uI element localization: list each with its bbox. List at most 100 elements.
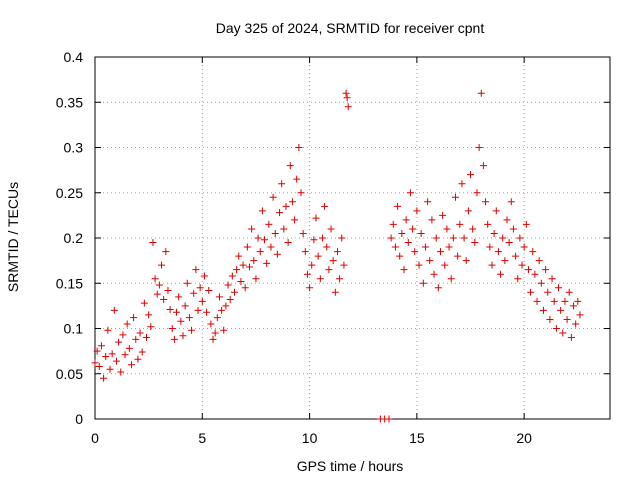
y-tick-label: 0.35: [56, 94, 83, 110]
data-point: [340, 261, 348, 269]
data-point: [542, 266, 550, 274]
data-point: [428, 216, 436, 224]
data-point: [269, 193, 277, 201]
y-tick-label: 0.2: [64, 230, 84, 246]
data-point: [385, 415, 393, 423]
data-point: [228, 272, 236, 280]
data-point: [261, 236, 269, 244]
data-point: [218, 306, 226, 314]
data-point: [535, 257, 543, 265]
data-point: [467, 171, 475, 179]
data-point: [338, 234, 346, 242]
data-point: [400, 266, 408, 274]
data-point: [117, 368, 125, 376]
data-point: [342, 89, 350, 97]
data-point: [209, 335, 217, 343]
data-point: [426, 257, 434, 265]
data-point: [409, 225, 417, 233]
data-point: [327, 225, 335, 233]
data-point: [200, 272, 208, 280]
data-point: [321, 202, 329, 210]
data-point: [572, 320, 580, 328]
data-point: [192, 266, 200, 274]
data-point: [104, 326, 112, 334]
data-point: [449, 234, 457, 242]
data-point: [529, 248, 537, 256]
data-point: [271, 229, 279, 237]
data-point: [230, 288, 238, 296]
data-point: [402, 216, 410, 224]
data-point: [179, 332, 187, 340]
data-point: [153, 290, 161, 298]
data-point: [559, 329, 567, 337]
data-point: [456, 220, 464, 228]
data-point: [520, 243, 528, 251]
data-point: [160, 296, 168, 304]
data-point: [512, 252, 520, 260]
data-point: [505, 239, 513, 247]
data-point: [464, 207, 472, 215]
data-point: [226, 296, 234, 304]
data-point: [411, 248, 419, 256]
data-point: [312, 214, 320, 222]
data-point: [147, 323, 155, 331]
data-point: [198, 297, 206, 305]
x-axis-label: GPS time / hours: [297, 458, 404, 474]
data-point: [248, 225, 256, 233]
axis-ticks: 0 0.05 0.1 0.15 0.2 0.25 0.3 0.35 0.4 0 5 10 15 20: [56, 49, 610, 446]
data-point: [106, 365, 114, 373]
data-point: [115, 338, 123, 346]
data-point: [95, 363, 103, 371]
data-point: [151, 275, 159, 283]
data-point: [565, 288, 573, 296]
data-point: [207, 320, 215, 328]
y-tick-label: 0.1: [64, 321, 84, 337]
data-point: [102, 353, 110, 361]
data-point: [473, 189, 481, 197]
data-point: [452, 193, 459, 201]
data-point: [387, 234, 395, 242]
data-point: [181, 302, 189, 310]
data-point: [323, 243, 331, 251]
data-point: [469, 225, 477, 233]
data-point: [295, 144, 303, 151]
data-point: [325, 266, 333, 274]
data-point: [516, 234, 524, 242]
data-point: [310, 236, 318, 244]
data-point: [439, 211, 447, 219]
data-point: [406, 189, 414, 197]
data-point: [499, 234, 507, 242]
data-point: [316, 275, 324, 283]
data-point: [471, 239, 479, 247]
data-point: [203, 308, 211, 316]
data-point: [509, 225, 517, 233]
data-point: [288, 198, 296, 206]
data-point: [213, 314, 221, 322]
data-point: [306, 284, 314, 292]
data-point: [548, 275, 556, 283]
data-point: [492, 207, 500, 215]
data-point: [168, 325, 176, 332]
data-point: [93, 347, 101, 355]
data-point: [454, 252, 462, 260]
data-point: [482, 198, 490, 206]
data-point: [145, 311, 153, 319]
data-point: [567, 334, 575, 342]
data-point: [333, 248, 341, 256]
data-point: [552, 325, 560, 332]
y-tick-label: 0.4: [64, 49, 84, 65]
data-point: [143, 334, 150, 342]
data-point: [166, 305, 174, 313]
data-point: [494, 248, 502, 256]
data-point: [241, 284, 249, 292]
data-point: [314, 252, 322, 260]
x-tick-label: 5: [198, 430, 206, 446]
data-point: [398, 229, 406, 237]
data-point: [220, 326, 228, 334]
data-point: [205, 286, 213, 294]
data-point: [441, 261, 449, 269]
data-point: [125, 344, 133, 352]
data-point: [284, 239, 292, 247]
data-point: [488, 261, 496, 269]
